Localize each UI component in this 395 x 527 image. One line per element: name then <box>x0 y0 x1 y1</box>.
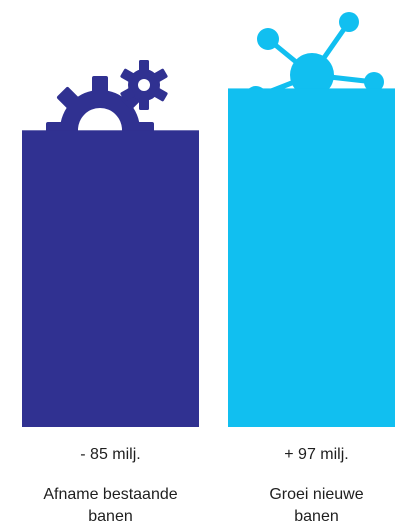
bar-2 <box>228 88 395 427</box>
value-label-2: + 97 milj. <box>284 446 348 463</box>
category-label-1-line-2: banen <box>88 508 133 525</box>
category-label-2-line-1: Groei nieuwe <box>269 486 363 503</box>
bar-1 <box>22 130 199 427</box>
category-label-2-line-2: banen <box>294 508 339 525</box>
value-label-1: - 85 milj. <box>80 446 140 463</box>
category-label-1-line-1: Afname bestaande <box>43 486 177 503</box>
